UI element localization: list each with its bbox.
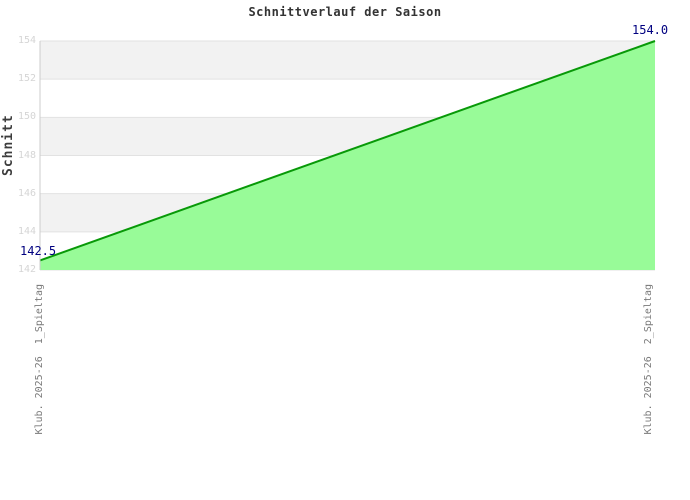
point-label-end: 154.0	[632, 23, 669, 37]
x-tick-label: Klub. 2025-26 2_Spieltag	[643, 284, 654, 435]
y-tick-label: 150	[17, 111, 36, 123]
series-line	[39, 40, 656, 262]
y-tick-label: 148	[17, 149, 36, 161]
chart-title: Schnittverlauf der Saison	[248, 5, 442, 19]
plot-band	[40, 41, 655, 80]
y-tick-label: 154	[17, 35, 36, 46]
y-tick-label: 144	[17, 225, 36, 237]
series-area	[40, 41, 655, 270]
y-tick-label: 152	[17, 73, 36, 85]
x-tick-label: Klub. 2025-26 1_Spieltag	[34, 284, 45, 435]
y-tick-label: 146	[17, 187, 36, 199]
y-tick-label: 142	[17, 264, 36, 275]
point-label-start: 142.5	[20, 244, 57, 259]
